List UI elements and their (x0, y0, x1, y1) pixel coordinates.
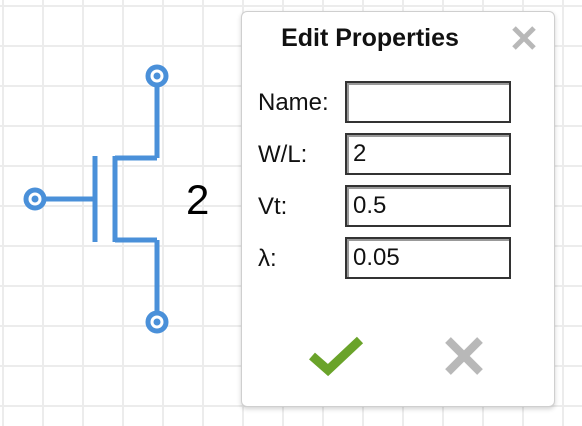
wl-field[interactable] (345, 133, 511, 175)
component-size-label: 2 (186, 176, 210, 223)
checkmark-icon (309, 336, 364, 377)
name-label: Name: (258, 89, 329, 116)
vt-label: Vt: (258, 193, 288, 220)
wl-label: W/L: (258, 141, 308, 168)
lambda-label: λ: (258, 245, 277, 272)
field-row-lambda: λ: (258, 237, 548, 281)
dialog-title: Edit Properties (281, 24, 459, 52)
vt-field[interactable] (345, 185, 511, 227)
edit-properties-dialog: Edit Properties Name: W/L: Vt: λ: (241, 11, 555, 407)
field-row-wl: W/L: (258, 133, 548, 177)
field-row-name: Name: (258, 81, 548, 125)
ok-button[interactable] (306, 332, 366, 380)
close-icon[interactable] (510, 24, 538, 52)
field-row-vt: Vt: (258, 185, 548, 229)
name-field[interactable] (345, 81, 511, 123)
lambda-field[interactable] (345, 237, 511, 279)
cancel-button[interactable] (440, 332, 488, 380)
x-icon (445, 337, 483, 375)
